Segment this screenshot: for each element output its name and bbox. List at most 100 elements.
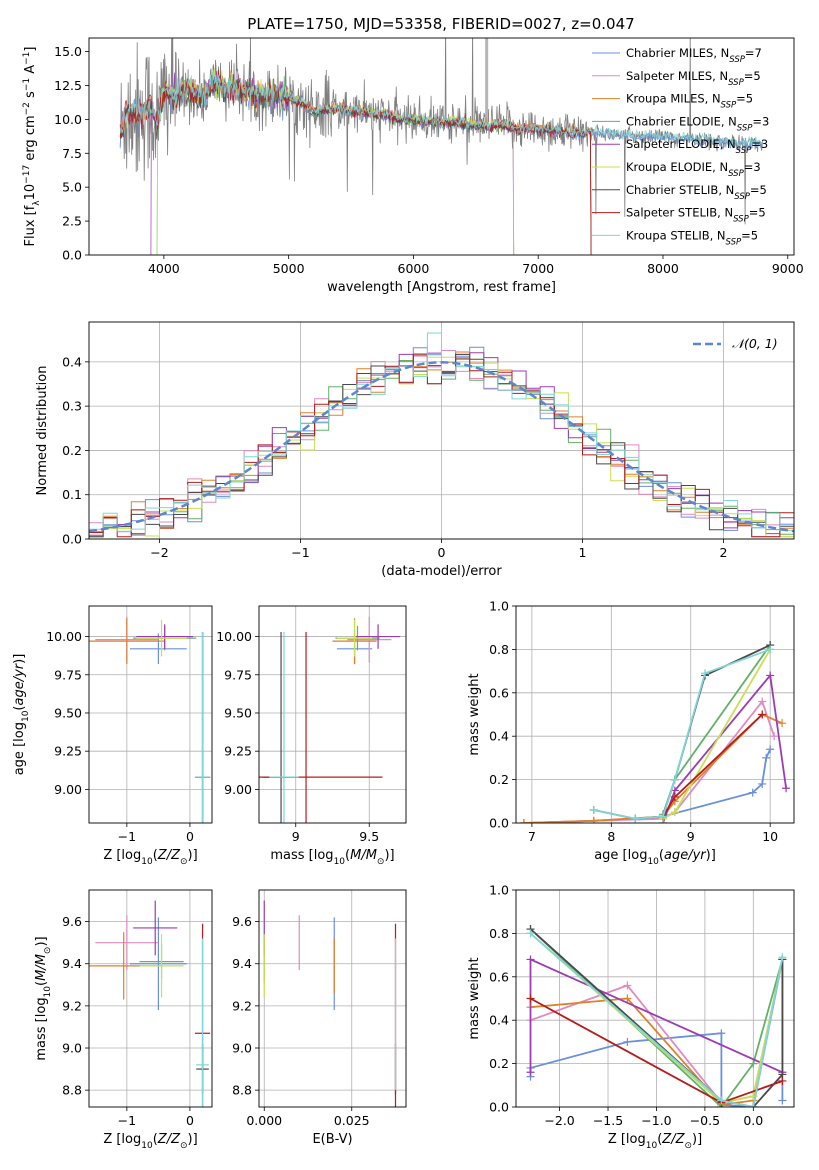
error-point — [136, 624, 194, 649]
error-point — [336, 619, 373, 657]
label-part: M — [350, 848, 361, 863]
y-tick-label: 9.25 — [224, 744, 252, 759]
label-part: ( — [12, 706, 27, 711]
weight-marker — [623, 994, 632, 1003]
label-part: 10 — [334, 857, 346, 867]
weight-marker — [762, 753, 771, 762]
label-part: 10 — [141, 1141, 153, 1151]
axis-ticks: 0.000 0.025 8.8 9.0 9.2 9.4 9.6 — [232, 914, 370, 1128]
axis-ticks: 4000 5000 6000 7000 8000 9000 0.0 2.5 5.0 7.5 10.0… — [54, 44, 804, 276]
axes-frame — [258, 605, 407, 824]
legend-label: Chabrier MILES, NSSP=7 — [626, 46, 762, 65]
weight-marker — [701, 669, 710, 678]
label-part: s — [23, 91, 38, 102]
y-tick-label: 0.6 — [489, 969, 509, 984]
legend-count: =7 — [745, 46, 762, 60]
legend-count: =5 — [750, 183, 767, 197]
weight-marker — [589, 816, 598, 823]
weight-marker — [748, 788, 757, 797]
weight-marker — [778, 1096, 787, 1105]
weight-marker — [526, 929, 535, 938]
weight-marker — [670, 792, 679, 801]
error-point — [136, 619, 187, 657]
label-part: ) — [34, 941, 49, 946]
axes-age-vs-Z: −1 0 9.00 9.25 9.50 9.75 10.00 Z [log10(Z/Z⊙)] a… — [12, 605, 213, 867]
axes-weight-vs-Z: −2.0 −1.5 −1.0 −0.5 0.0 0.0 0.2 0.4 0.6 0.8 1.0 Z [… — [467, 883, 795, 1151]
y-axis-label: Normed distribution — [35, 366, 50, 496]
weight-marker — [749, 1103, 758, 1107]
x-tick-label: 4000 — [148, 261, 180, 276]
axes-mass-vs-Z: −1 0 8.8 9.0 9.2 9.4 9.6 Z [log10(Z/Z⊙)] mass [l… — [34, 889, 213, 1151]
legend-sub: SSP — [737, 123, 753, 133]
x-tick-label: 0.025 — [334, 1113, 370, 1128]
x-tick-label: 0 — [438, 545, 446, 560]
x-tick-label: 2 — [720, 545, 728, 560]
x-axis-label: Z [log10(Z/Z⊙)] — [103, 848, 197, 867]
y-tick-label: 5.0 — [62, 180, 82, 195]
legend-label: 𝒩(0, 1) — [732, 336, 778, 351]
y-tick-label: 1.0 — [489, 599, 509, 614]
y-axis-label: mass weight — [467, 673, 482, 755]
legend-name: Kroupa STELIB, N — [626, 228, 726, 242]
weight-series — [526, 929, 787, 1107]
weight-marker — [589, 805, 598, 814]
label-part: M — [366, 848, 377, 863]
label-part: 10 — [647, 857, 659, 867]
label-part: Z — [170, 848, 181, 863]
weight-marker — [778, 1076, 787, 1085]
legend-sub: SSP — [728, 78, 744, 88]
label-part: 10 — [23, 184, 38, 201]
label-part: age/yr — [12, 662, 27, 705]
y-tick-label: 0.3 — [62, 399, 82, 414]
label-part: ) — [384, 848, 389, 863]
axes-weight-vs-age: 7 8 9 10 0.0 0.2 0.4 0.6 0.8 1.0 age [log10(age/yr… — [467, 599, 795, 867]
x-tick-label: −0.5 — [690, 1113, 720, 1128]
legend-label: Chabrier STELIB, NSSP=5 — [626, 183, 767, 202]
x-axis-label: (data-model)/error — [381, 564, 502, 579]
y-tick-label: 10.0 — [54, 112, 82, 127]
legend-sub: SSP — [726, 237, 742, 247]
legend-name: Salpeter STELIB, N — [626, 206, 733, 220]
grid-lines — [516, 889, 794, 1108]
y-tick-label: 9.50 — [54, 705, 82, 720]
error-point — [194, 631, 211, 823]
weight-marker — [658, 812, 667, 821]
label-part: λ — [32, 200, 42, 206]
y-tick-label: 0.2 — [62, 443, 82, 458]
y-tick-label: 0.4 — [62, 354, 82, 369]
y-tick-label: 9.75 — [224, 667, 252, 682]
label-part: ( — [34, 981, 49, 986]
y-tick-label: 0.2 — [489, 1056, 509, 1071]
axis-ticks: 7 8 9 10 0.0 0.2 0.4 0.6 0.8 1.0 — [489, 599, 778, 845]
label-part: ( — [153, 1132, 158, 1147]
label-part: ⊙ — [43, 947, 53, 955]
label-part: ⊙ — [684, 1141, 692, 1151]
axes-frame — [515, 889, 795, 1108]
weight-line — [523, 699, 775, 823]
label-part: ) — [188, 1132, 193, 1147]
plot-area — [89, 616, 211, 823]
y-tick-label: 0.6 — [489, 685, 509, 700]
legend-label: Kroupa STELIB, NSSP=5 — [626, 228, 758, 247]
label-part: A — [23, 65, 38, 78]
y-tick-label: 0.2 — [489, 772, 509, 787]
x-tick-label: 0 — [186, 1113, 194, 1128]
weight-marker — [623, 981, 632, 990]
axis-ticks: −2.0 −1.5 −1.0 −0.5 0.0 0.0 0.2 0.4 0.6 0.8 1.0 — [489, 883, 763, 1129]
x-axis-label: mass [log10(M/M⊙)] — [270, 848, 394, 867]
y-tick-label: 10.00 — [216, 629, 252, 644]
y-tick-label: 0.4 — [489, 1013, 509, 1028]
axes-frame — [258, 889, 407, 1108]
x-tick-label: −2.0 — [544, 1113, 574, 1128]
plot-area — [119, 38, 763, 255]
y-tick-label: 8.8 — [62, 1083, 82, 1098]
y-tick-label: 9.0 — [232, 1041, 252, 1056]
y-tick-label: 9.25 — [54, 744, 82, 759]
label-part: / — [360, 848, 367, 863]
x-tick-label: −1 — [291, 545, 309, 560]
error-point — [269, 631, 299, 823]
y-tick-label: 9.50 — [224, 705, 252, 720]
y-tick-label: 0.8 — [489, 642, 509, 657]
label-part: Z — [157, 848, 168, 863]
legend-sub: SSP — [728, 169, 744, 179]
